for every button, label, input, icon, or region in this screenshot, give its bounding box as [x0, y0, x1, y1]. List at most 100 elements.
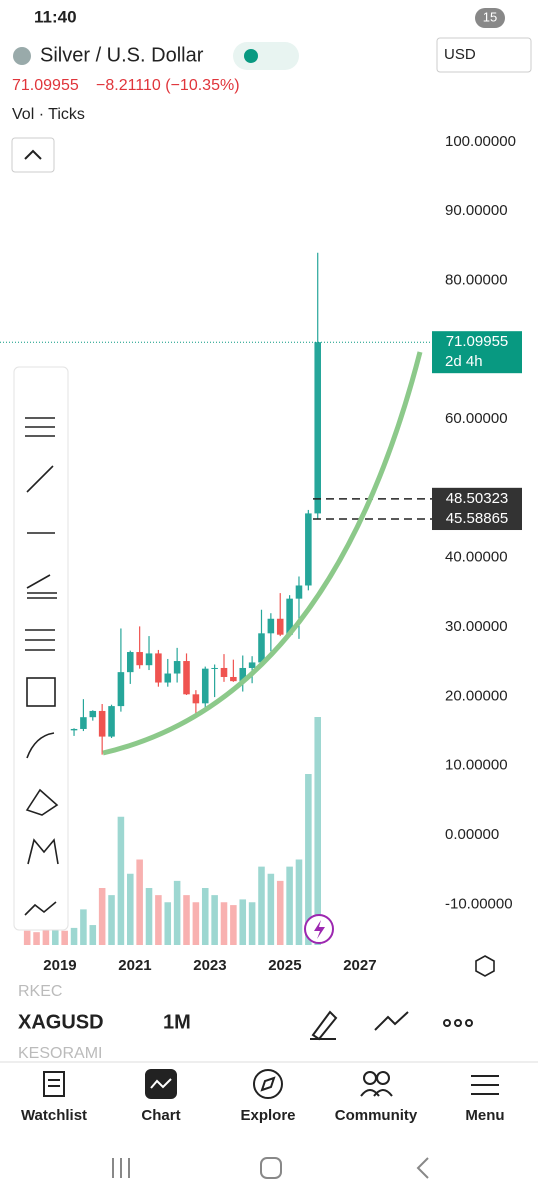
- nav-label[interactable]: Menu: [465, 1107, 504, 1124]
- interval[interactable]: 1M: [163, 1011, 191, 1033]
- candle-body: [108, 706, 115, 737]
- logo: [13, 47, 31, 65]
- badge-bg: [475, 8, 505, 28]
- candle-body: [126, 652, 134, 673]
- volume-bar: [52, 929, 59, 945]
- candle-body: [89, 710, 97, 718]
- y-tick-label: 90.00000: [445, 202, 508, 219]
- nav-label[interactable]: Community: [335, 1107, 418, 1124]
- candle-body: [314, 342, 322, 514]
- currency[interactable]: USD: [444, 46, 476, 63]
- candle-body: [230, 676, 237, 682]
- volume-bar: [305, 774, 312, 945]
- nav-label[interactable]: Watchlist: [21, 1107, 87, 1124]
- volume-bar: [239, 899, 247, 945]
- draw-icon[interactable]: [310, 1010, 338, 1041]
- price-label-bg: [432, 487, 522, 510]
- volume-bar: [220, 902, 228, 945]
- volume-bar: [286, 866, 293, 945]
- candle-body: [80, 717, 87, 729]
- y-tick-label: 40.00000: [445, 549, 508, 566]
- more-icon[interactable]: [443, 1019, 473, 1027]
- title: Silver / U.S. Dollar: [40, 44, 204, 66]
- candle-body: [183, 661, 190, 695]
- currency-select[interactable]: [436, 37, 532, 73]
- market-dot: [244, 49, 258, 63]
- ticker-bar: [0, 985, 538, 1060]
- x-tick-label: 2023: [193, 957, 226, 974]
- next-symbol: KESORAMI: [18, 1045, 102, 1062]
- indicators: Vol · Ticks: [12, 106, 85, 123]
- volume-bar: [183, 895, 190, 945]
- volume-bar: [248, 902, 256, 945]
- y-tick-label: 80.00000: [445, 271, 508, 288]
- volume-bar: [98, 888, 106, 945]
- y-tick-label: -10.00000: [445, 895, 513, 912]
- price: 71.09955: [12, 77, 79, 94]
- candle-body: [70, 728, 78, 731]
- candle-body: [286, 598, 293, 635]
- nav: Watchlist Chart Explore Community Menu: [21, 1107, 505, 1124]
- plot: -10.00000 0.00000 10.00000 20.00000 30.00000…: [0, 133, 522, 974]
- drawing-toolbar: [13, 366, 69, 931]
- volume-bar: [276, 880, 284, 945]
- nav-label[interactable]: Chart: [141, 1107, 180, 1124]
- volume-bar: [192, 902, 200, 945]
- candle-body: [201, 668, 209, 704]
- collapse-button[interactable]: [11, 137, 55, 173]
- candle-body: [295, 585, 303, 599]
- candle-body: [305, 513, 312, 586]
- system-nav: [112, 1157, 429, 1179]
- candle-body: [239, 667, 247, 682]
- x-tick-label: 2021: [118, 957, 151, 974]
- y-tick-label: 0.00000: [445, 826, 499, 843]
- price-label: 48.50323: [446, 490, 509, 507]
- price-label-bg: [432, 331, 522, 374]
- candle-body: [276, 618, 284, 635]
- x-tick-label: 2019: [43, 957, 76, 974]
- x-tick-label: 2025: [268, 957, 301, 974]
- volume-bar: [33, 932, 40, 945]
- volume-bar: [258, 866, 265, 945]
- candle-body: [248, 662, 256, 668]
- symbol[interactable]: XAGUSD: [18, 1011, 104, 1033]
- indicator-icon[interactable]: [374, 1011, 409, 1031]
- nav-label[interactable]: Explore: [240, 1107, 295, 1124]
- candle-body: [192, 694, 200, 704]
- volume-bar: [267, 873, 275, 945]
- volume-bar: [61, 930, 68, 945]
- price-label-bg: [432, 508, 522, 531]
- y-tick-label: 30.00000: [445, 618, 508, 635]
- volume-bar: [211, 895, 218, 945]
- settings-button[interactable]: [475, 955, 495, 977]
- price-label: 45.58865: [446, 510, 509, 527]
- volume-bar: [23, 930, 31, 945]
- candle-body: [258, 633, 265, 663]
- change: −8.21110 (−10.35%): [96, 77, 240, 94]
- volume-bar: [173, 880, 181, 945]
- volume-bar: [80, 909, 87, 945]
- bolt: [314, 920, 325, 939]
- candle-body: [173, 661, 181, 674]
- badge: 15: [483, 9, 497, 24]
- price-sublabel: 2d 4h: [445, 353, 483, 370]
- y-tick-label: 10.00000: [445, 757, 508, 774]
- volume-bar: [230, 905, 237, 945]
- price-label: 71.09955: [446, 333, 509, 350]
- volume-bar: [117, 816, 125, 945]
- candle-body: [211, 667, 218, 669]
- volume-bar: [136, 859, 143, 945]
- x-tick-label: 2027: [343, 957, 376, 974]
- nav-icons: [43, 1069, 499, 1099]
- candle-body: [164, 673, 172, 683]
- volume-bar: [155, 895, 162, 945]
- candle-body: [98, 710, 106, 737]
- candle-body: [155, 653, 162, 683]
- y-tick-label: 100.00000: [445, 133, 516, 150]
- candle-body: [117, 672, 125, 707]
- volume-bar: [295, 859, 303, 945]
- volume-bar: [126, 873, 134, 945]
- volume-bar: [164, 902, 172, 945]
- status-pill: [233, 42, 299, 70]
